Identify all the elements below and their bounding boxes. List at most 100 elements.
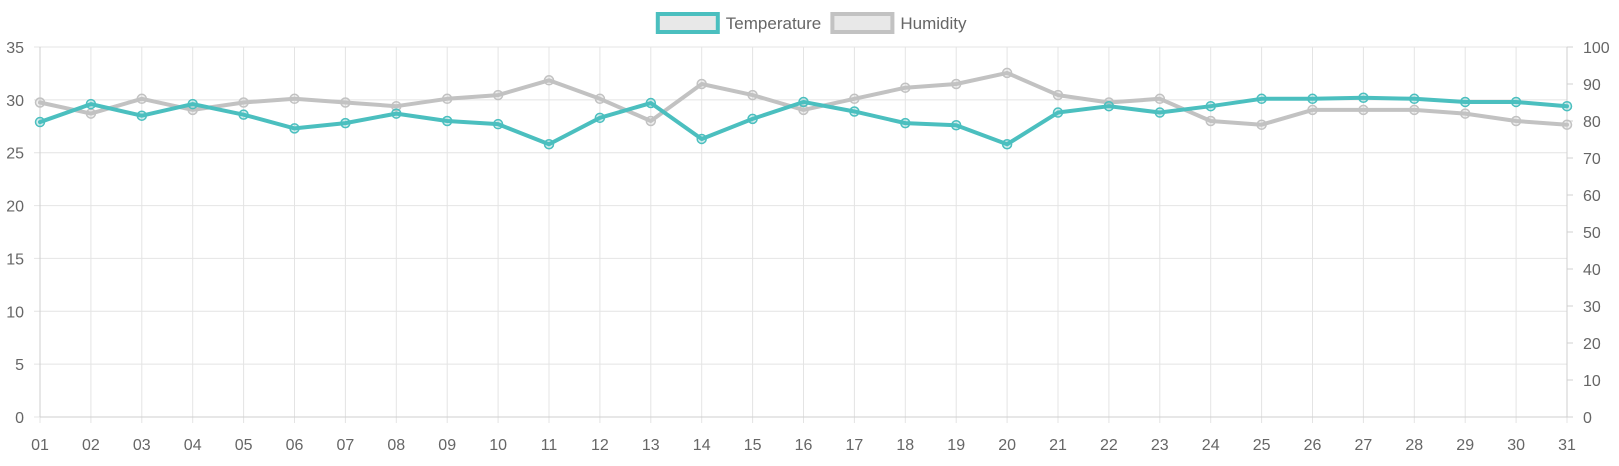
y-right-tick-label: 40 — [1583, 262, 1601, 279]
x-tick-label: 23 — [1151, 437, 1169, 454]
humidity-data-point[interactable] — [1001, 67, 1013, 79]
temperature-data-point[interactable] — [1307, 93, 1318, 105]
temperature-data-point[interactable] — [1256, 93, 1267, 105]
humidity-data-point[interactable] — [950, 78, 962, 90]
y-right-tick-label: 0 — [1583, 410, 1592, 427]
y-right-tick-label: 70 — [1583, 151, 1601, 168]
x-tick-label: 03 — [133, 437, 151, 454]
humidity-data-point[interactable] — [900, 82, 911, 93]
axes: 01 02 03 04 05 06 07 08 09 10 11 12 13 14 15 16 17 18 19 20… — [6, 40, 1610, 454]
humidity-data-point[interactable] — [747, 89, 758, 101]
x-tick-label: 14 — [693, 437, 711, 454]
temperature-data-point[interactable] — [1358, 92, 1369, 103]
y-left-tick-label: 15 — [6, 251, 24, 268]
temperature-data-point[interactable] — [136, 110, 148, 121]
humidity-data-point[interactable] — [594, 93, 606, 105]
y-right-tick-label: 80 — [1583, 114, 1601, 131]
temperature-data-point[interactable] — [1001, 139, 1013, 150]
x-tick-label: 16 — [795, 437, 813, 454]
humidity-data-point[interactable] — [340, 97, 351, 108]
humidity-data-point[interactable] — [85, 108, 97, 119]
temperature-data-point[interactable] — [1103, 100, 1115, 112]
temperature-data-point[interactable] — [1205, 100, 1216, 112]
humidity-data-point[interactable] — [1256, 119, 1267, 130]
humidity-data-point[interactable] — [696, 78, 707, 90]
temperature-data-point[interactable] — [1154, 107, 1166, 118]
y-right-tick-label: 20 — [1583, 336, 1601, 353]
x-tick-label: 28 — [1405, 437, 1423, 454]
humidity-data-point[interactable] — [1205, 115, 1216, 127]
temperature-data-point[interactable] — [1459, 96, 1471, 108]
y-left-tick-label: 0 — [15, 410, 24, 427]
y-left-tick-label: 30 — [6, 93, 24, 110]
temperature-data-point[interactable] — [849, 106, 860, 117]
temperature-data-point[interactable] — [391, 108, 402, 119]
humidity-data-point[interactable] — [1154, 93, 1166, 105]
x-tick-label: 20 — [998, 437, 1016, 454]
humidity-data-point[interactable] — [543, 75, 555, 86]
temperature-data-point[interactable] — [543, 139, 555, 150]
legend-swatch — [655, 12, 720, 34]
y-left-tick-label: 20 — [6, 199, 24, 216]
humidity-data-point[interactable] — [1409, 104, 1420, 116]
temperature-data-point[interactable] — [238, 109, 249, 120]
x-tick-label: 04 — [184, 437, 202, 454]
temperature-data-point[interactable] — [900, 117, 911, 129]
temperature-data-point[interactable] — [492, 118, 504, 130]
humidity-data-point[interactable] — [1459, 108, 1471, 119]
x-tick-label: 26 — [1304, 437, 1322, 454]
humidity-data-point[interactable] — [289, 93, 300, 105]
x-tick-label: 24 — [1202, 437, 1220, 454]
temperature-data-point[interactable] — [1510, 96, 1522, 108]
x-tick-label: 15 — [744, 437, 762, 454]
x-tick-label: 30 — [1507, 437, 1525, 454]
temperature-data-point[interactable] — [340, 117, 351, 129]
humidity-data-point[interactable] — [1358, 104, 1369, 116]
temperature-data-point[interactable] — [950, 119, 962, 131]
x-tick-label: 12 — [591, 437, 609, 454]
x-tick-label: 06 — [286, 437, 304, 454]
temperature-data-point[interactable] — [85, 98, 97, 110]
temperature-data-point[interactable] — [747, 113, 758, 125]
y-right-tick-label: 100 — [1583, 40, 1610, 57]
x-tick-label: 01 — [31, 437, 49, 454]
temperature-data-point[interactable] — [645, 97, 657, 109]
humidity-data-point[interactable] — [238, 97, 249, 108]
humidity-data-point[interactable] — [34, 97, 46, 108]
humidity-data-point[interactable] — [1561, 119, 1573, 130]
x-tick-label: 29 — [1456, 437, 1474, 454]
legend-swatch — [830, 12, 895, 34]
temperature-data-point[interactable] — [1561, 100, 1573, 112]
legend-label: Humidity — [900, 14, 967, 33]
humidity-data-point[interactable] — [441, 93, 453, 105]
humidity-data-point[interactable] — [849, 93, 860, 105]
temperature-data-point[interactable] — [187, 98, 198, 110]
x-tick-label: 17 — [846, 437, 864, 454]
temperature-data-point[interactable] — [1052, 107, 1064, 118]
humidity-data-point[interactable] — [391, 100, 402, 112]
humidity-data-point[interactable] — [492, 89, 504, 101]
x-tick-label: 05 — [235, 437, 253, 454]
temperature-data-point[interactable] — [441, 115, 453, 127]
x-tick-label: 13 — [642, 437, 660, 454]
temperature-data-point[interactable] — [1409, 93, 1420, 105]
humidity-data-point[interactable] — [136, 93, 148, 105]
legend-item-temperature[interactable]: Temperature — [655, 12, 821, 34]
humidity-data-point[interactable] — [645, 115, 657, 127]
x-tick-label: 02 — [82, 437, 100, 454]
temperature-data-point[interactable] — [289, 123, 300, 134]
legend: Temperature Humidity — [655, 12, 967, 34]
legend-item-humidity[interactable]: Humidity — [830, 12, 967, 34]
x-tick-label: 10 — [489, 437, 507, 454]
humidity-data-point[interactable] — [1052, 89, 1064, 101]
temperature-data-point[interactable] — [798, 96, 809, 108]
humidity-data-point[interactable] — [1307, 104, 1318, 116]
humidity-data-point[interactable] — [1510, 115, 1522, 127]
temperature-data-point[interactable] — [34, 116, 46, 128]
x-tick-label: 31 — [1558, 437, 1576, 454]
temperature-data-point[interactable] — [594, 112, 606, 124]
temperature-data-point[interactable] — [696, 133, 707, 145]
humidity-data-point[interactable] — [798, 104, 809, 116]
